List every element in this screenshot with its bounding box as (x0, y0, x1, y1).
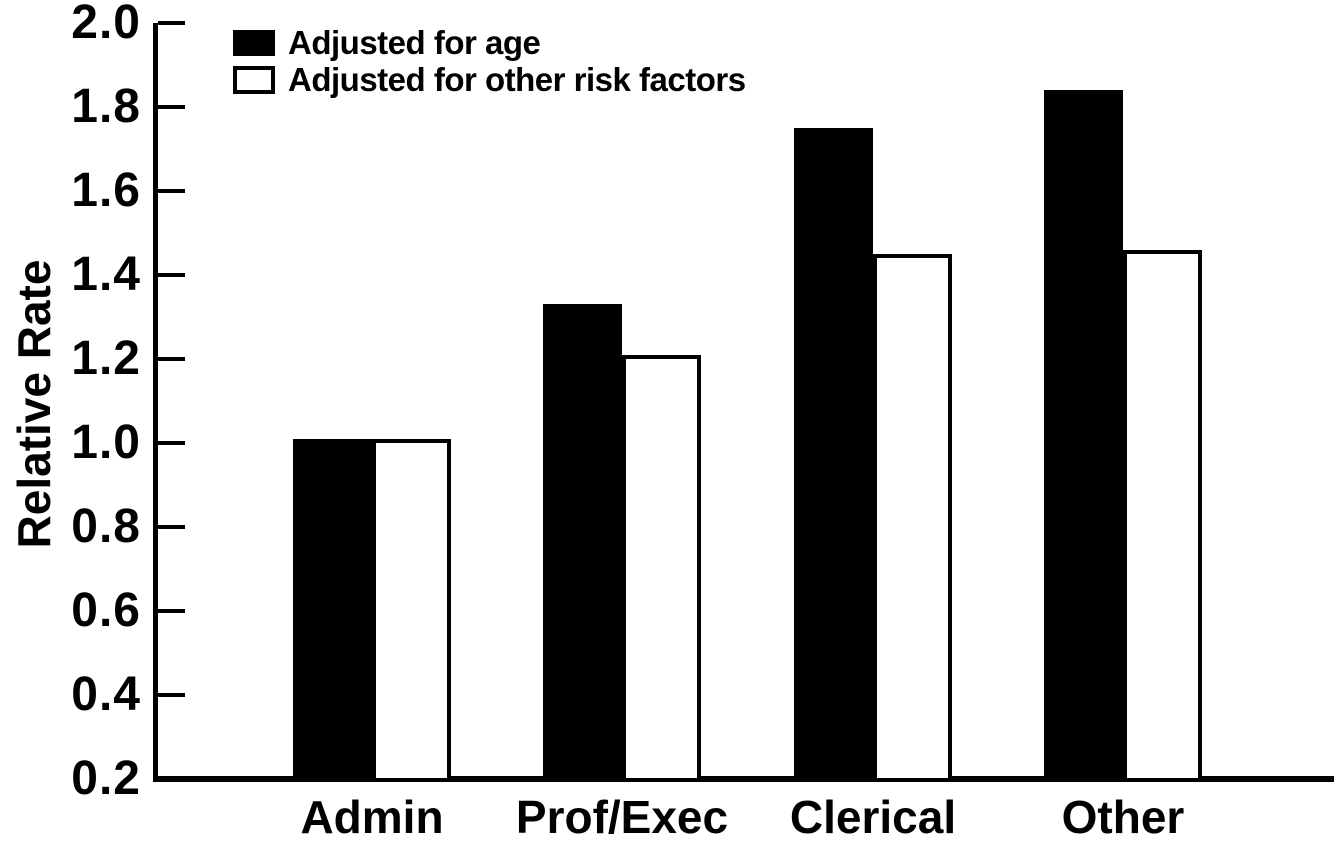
legend-label-adjusted-for-other-risk-factors: Adjusted for other risk factors (288, 60, 746, 98)
legend-label-adjusted-for-age: Adjusted for age (288, 23, 541, 61)
y-tick-label-0-6: 0.6 (71, 584, 141, 637)
bar-prof-exec-adjusted-for-other-risk-factors (622, 354, 701, 782)
bar-prof-exec-adjusted-for-age (543, 304, 622, 782)
y-tick-mark-1-8 (158, 105, 185, 109)
y-tick-label-1-2: 1.2 (71, 332, 141, 385)
y-tick-label-0-8: 0.8 (71, 500, 141, 553)
y-tick-mark-0-4 (158, 693, 185, 697)
legend-item-adjusted-for-other-risk-factors: Adjusted for other risk factors (233, 61, 746, 98)
bar-other-adjusted-for-age (1044, 90, 1123, 782)
x-category-label-admin: Admin (300, 791, 444, 843)
y-tick-mark-1-4 (158, 273, 185, 277)
x-axis-line (153, 776, 1334, 782)
x-category-label-clerical: Clerical (789, 791, 957, 843)
y-tick-mark-0-8 (158, 525, 185, 529)
x-category-label-prof-exec: Prof/Exec (515, 791, 729, 843)
y-tick-label-1-8: 1.8 (71, 80, 141, 133)
y-tick-label-0-2: 0.2 (71, 752, 141, 805)
y-tick-label-1-0: 1.0 (71, 416, 141, 469)
bar-clerical-adjusted-for-age (794, 128, 873, 782)
legend-item-adjusted-for-age: Adjusted for age (233, 24, 746, 61)
y-tick-mark-2-0 (158, 21, 185, 25)
y-tick-label-1-6: 1.6 (71, 164, 141, 217)
bar-admin-adjusted-for-other-risk-factors (372, 438, 451, 782)
y-tick-label-1-4: 1.4 (71, 248, 141, 301)
x-category-label-other: Other (1061, 791, 1185, 843)
y-tick-mark-1-0 (158, 441, 185, 445)
bar-admin-adjusted-for-age (293, 438, 372, 782)
bar-other-adjusted-for-other-risk-factors (1123, 249, 1202, 782)
y-tick-label-2-0: 2.0 (71, 0, 141, 49)
legend: Adjusted for age Adjusted for other risk … (233, 24, 746, 98)
y-tick-mark-1-2 (158, 357, 185, 361)
y-tick-mark-0-2 (158, 777, 185, 781)
y-tick-mark-0-6 (158, 609, 185, 613)
y-axis-line (153, 23, 158, 782)
bar-clerical-adjusted-for-other-risk-factors (873, 254, 952, 782)
legend-swatch-adjusted-for-other-risk-factors (233, 65, 275, 94)
y-tick-label-0-4: 0.4 (71, 668, 141, 721)
legend-swatch-adjusted-for-age (233, 29, 275, 56)
y-tick-mark-1-6 (158, 189, 185, 193)
